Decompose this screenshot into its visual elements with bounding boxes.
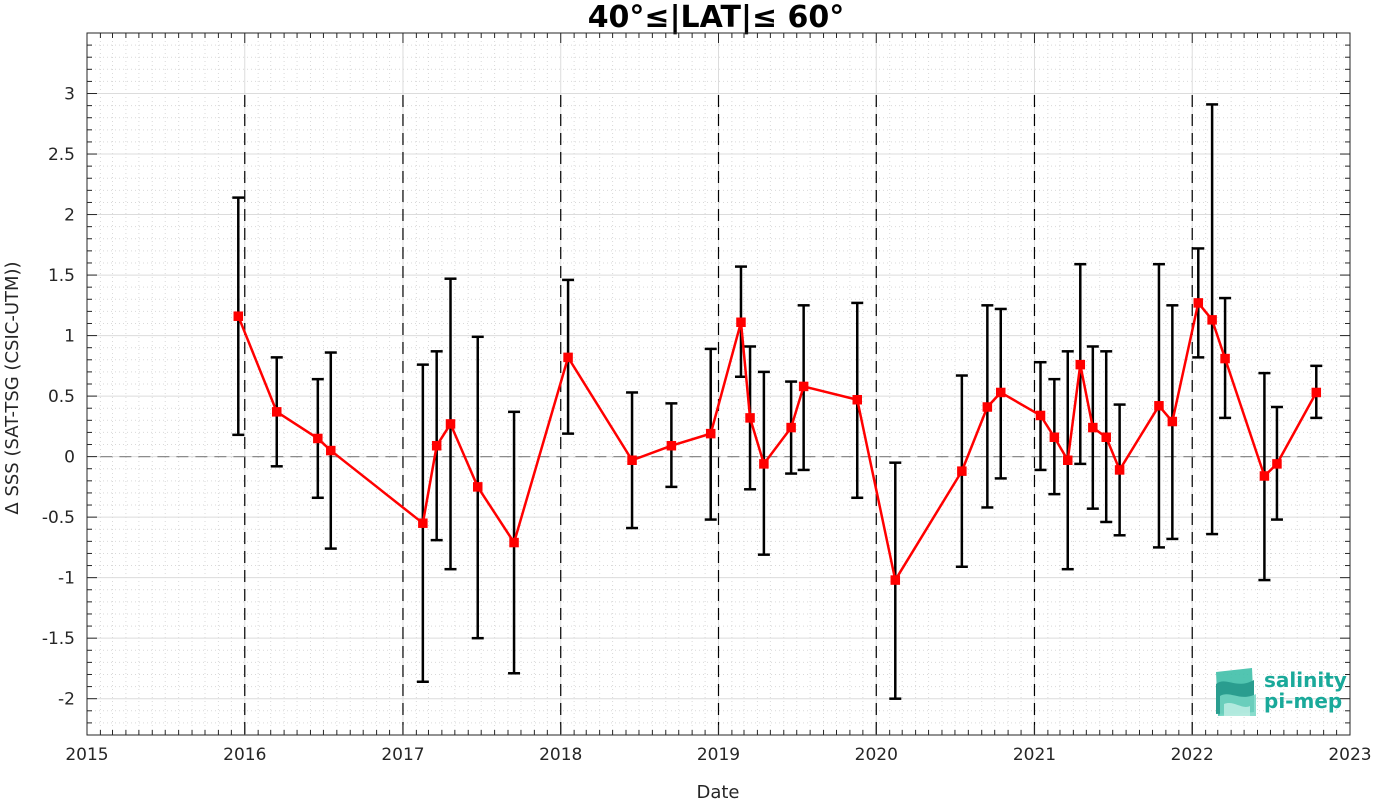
data-point xyxy=(1207,315,1217,325)
logo-wave-icon xyxy=(1216,668,1256,716)
data-point xyxy=(1154,401,1164,411)
axis-ticks xyxy=(86,33,1351,736)
y-tick-labels: -2 -1.5 -1 -0.5 0 0.5 1 1.5 2 2.5 3 xyxy=(42,85,75,710)
x-tick-label: 2015 xyxy=(65,745,108,765)
data-point xyxy=(759,459,769,469)
y-tick-label: 2.5 xyxy=(48,145,75,165)
y-tick-label: -1 xyxy=(58,569,75,589)
data-point xyxy=(272,407,282,417)
data-point xyxy=(982,402,993,412)
logo-line2: pi-mep xyxy=(1264,689,1342,713)
data-point xyxy=(472,482,483,492)
data-point xyxy=(1272,459,1282,469)
data-point xyxy=(563,352,573,363)
year-boundary-lines xyxy=(244,95,1193,735)
data-point xyxy=(736,317,746,328)
y-tick-label: -1.5 xyxy=(42,629,75,649)
data-point xyxy=(1193,298,1204,308)
data-point xyxy=(1062,455,1073,466)
data-point xyxy=(798,381,809,392)
y-tick-label: -0.5 xyxy=(42,508,75,528)
grid xyxy=(86,33,1351,736)
data-markers xyxy=(233,298,1322,585)
y-tick-label: 0.5 xyxy=(48,387,75,407)
data-point xyxy=(1075,359,1086,370)
x-tick-label: 2019 xyxy=(697,745,740,765)
data-point xyxy=(1259,471,1270,481)
x-tick-label: 2021 xyxy=(1013,745,1056,765)
y-tick-label: 0 xyxy=(64,448,75,468)
data-point xyxy=(1049,432,1060,443)
y-tick-label: 3 xyxy=(64,85,75,105)
data-point xyxy=(666,440,677,451)
data-point xyxy=(745,413,755,423)
x-tick-labels: 2015 2016 2017 2018 2019 2020 2021 2022 2023 xyxy=(65,745,1371,765)
data-point xyxy=(1101,432,1111,443)
x-tick-label: 2022 xyxy=(1171,745,1214,765)
salinity-pi-mep-logo: salinity pi-mep xyxy=(1216,668,1347,716)
series-line xyxy=(237,301,1318,582)
y-axis-label: Δ SSS (SAT-TSG (CSIC-UTM)) xyxy=(2,261,23,514)
logo-line1: salinity xyxy=(1264,668,1347,692)
data-point xyxy=(326,445,336,456)
data-point xyxy=(705,428,716,439)
data-point xyxy=(431,440,442,451)
data-point xyxy=(890,575,901,585)
data-point xyxy=(786,422,796,433)
data-point xyxy=(1088,422,1098,433)
x-axis-label: Date xyxy=(696,782,739,801)
data-point xyxy=(627,455,637,466)
series-line-path xyxy=(237,301,1318,582)
data-point xyxy=(1035,410,1046,421)
data-point xyxy=(1220,353,1230,364)
data-point xyxy=(445,419,456,429)
x-tick-label: 2017 xyxy=(381,745,424,765)
data-point xyxy=(1167,416,1178,427)
data-point xyxy=(957,466,967,476)
y-tick-label: 1 xyxy=(64,327,75,347)
x-tick-label: 2018 xyxy=(539,745,582,765)
data-point xyxy=(852,394,862,405)
x-tick-label: 2023 xyxy=(1328,745,1371,765)
chart-title: 40°≤|LAT|≤ 60° xyxy=(588,0,845,35)
x-tick-label: 2020 xyxy=(855,745,898,765)
data-point xyxy=(509,537,519,548)
y-tick-label: -2 xyxy=(58,690,75,710)
data-point xyxy=(996,387,1006,398)
data-point xyxy=(1114,465,1125,475)
data-point xyxy=(1311,387,1322,398)
data-point xyxy=(233,311,244,321)
y-tick-label: 1.5 xyxy=(48,266,75,286)
y-tick-label: 2 xyxy=(64,206,75,226)
data-point xyxy=(313,433,323,444)
x-tick-label: 2016 xyxy=(223,745,266,765)
data-point xyxy=(418,518,428,528)
